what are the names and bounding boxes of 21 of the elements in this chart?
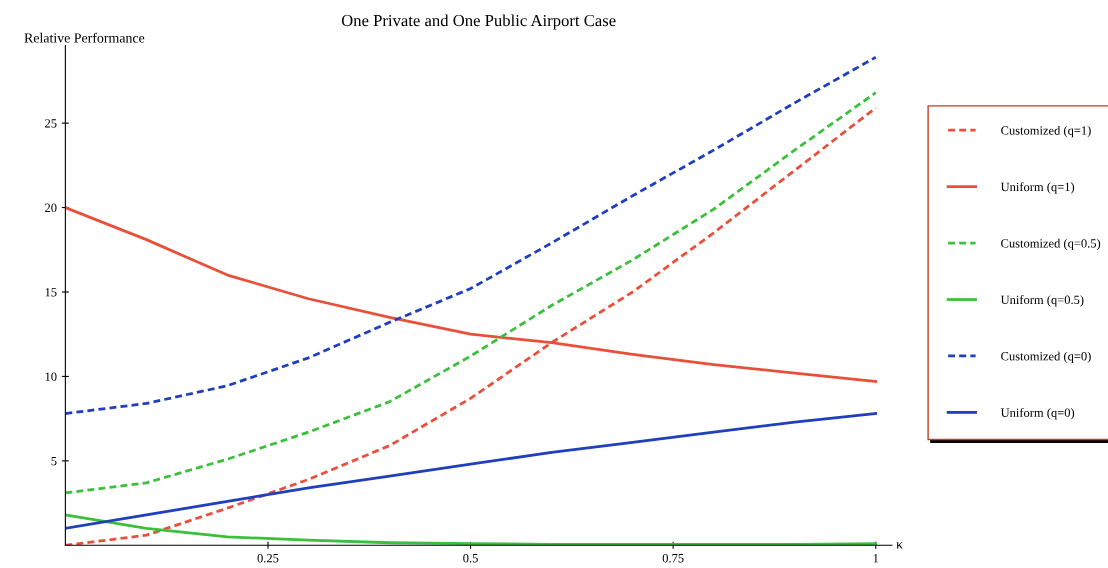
y-tick-label: 5 (51, 457, 57, 466)
y-tick-label: 15 (45, 288, 57, 297)
legend-label: Customized (q=0) (1001, 351, 1091, 363)
chart-title: One Private and One Public Airport Case (341, 14, 616, 30)
line-series (65, 412, 878, 530)
x-tick-label: 0.5 (463, 553, 478, 563)
legend-label: Customized (q=0.5) (1001, 238, 1101, 251)
y-tick-label: 25 (45, 119, 57, 128)
legend-label: Uniform (q=1) (1000, 182, 1075, 194)
legend-label: Customized (q=1) (1001, 125, 1091, 138)
y-axis-title: Relative Performance (24, 32, 145, 43)
line-series (65, 55, 878, 415)
line-series (65, 513, 878, 546)
legend-label: Uniform (q=0.5) (1000, 295, 1084, 307)
y-tick-label: 10 (45, 372, 57, 381)
x-tick-label: 0.75 (662, 553, 684, 563)
x-tick-label: 0.25 (257, 553, 279, 563)
y-tick-label: 20 (45, 203, 57, 213)
x-axis-title: κ (896, 542, 903, 549)
legend-label: Uniform (q=0) (1000, 407, 1075, 420)
x-tick-label: 1 (873, 554, 879, 563)
